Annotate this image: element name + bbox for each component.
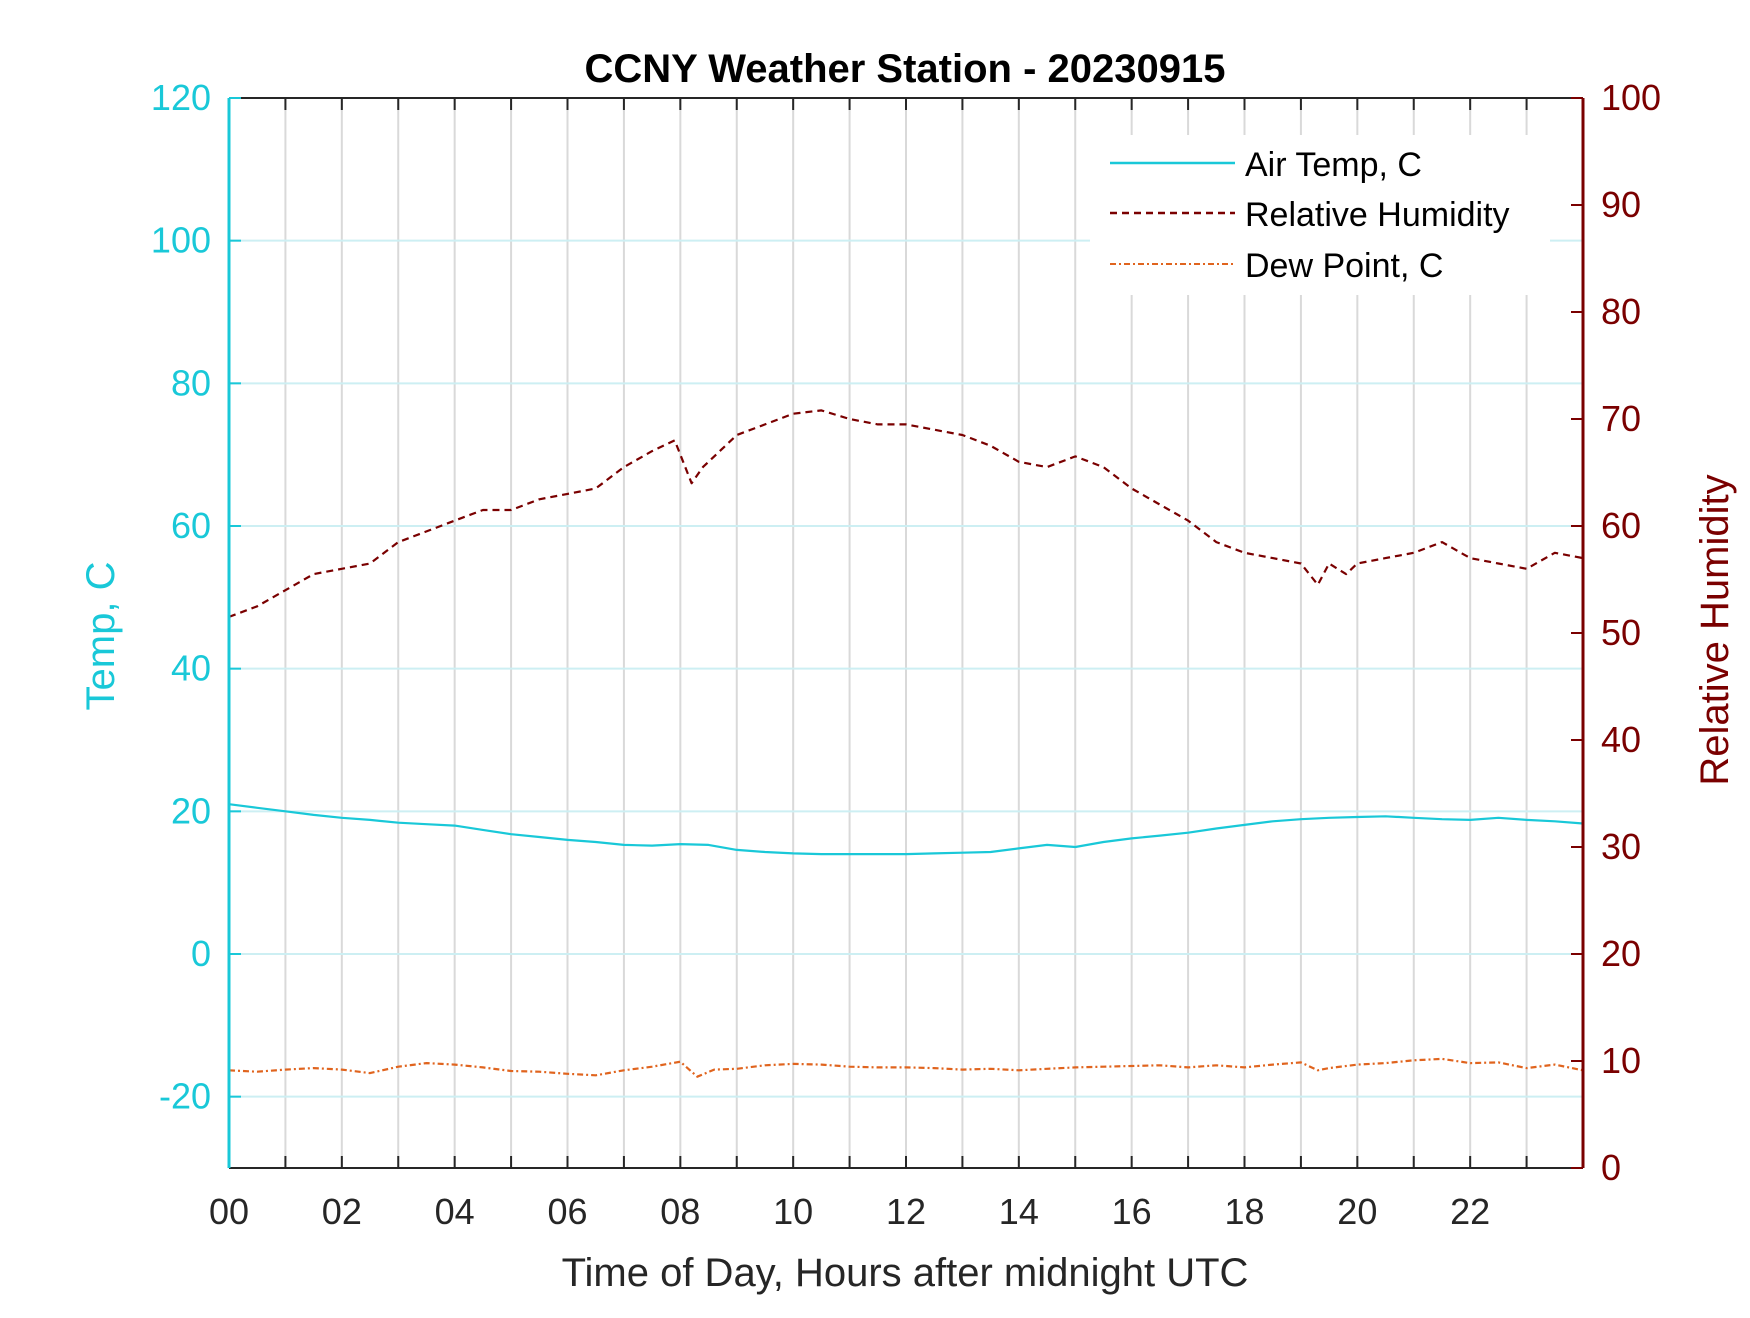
y-left-tick-label: 80 — [171, 362, 211, 403]
ticks-layer: 00 02 04 06 08 10 12 14 16 18 20 22-200204060801001… — [151, 77, 1661, 1232]
y-right-tick-label: 20 — [1601, 933, 1641, 974]
y-left-tick-label: 0 — [191, 933, 211, 974]
legend-label-dew-point: Dew Point, C — [1245, 247, 1443, 285]
grid-layer — [229, 98, 1583, 1168]
y-right-tick-label: 80 — [1601, 291, 1641, 332]
y-right-tick-label: 100 — [1601, 77, 1661, 118]
chart-title: CCNY Weather Station - 20230915 — [585, 47, 1226, 91]
series-air-temp — [228, 803, 1584, 856]
y-left-tick-label: 40 — [171, 648, 211, 689]
y-right-tick-label: 30 — [1601, 826, 1641, 867]
series-dew-point — [228, 1057, 1584, 1078]
legend-label-air-temp: Air Temp, C — [1245, 146, 1422, 184]
x-tick-label: 10 — [773, 1191, 813, 1232]
x-tick-label: 12 — [886, 1191, 926, 1232]
series-relative-humidity — [228, 409, 1584, 618]
x-tick-label: 06 — [547, 1191, 587, 1232]
x-tick-label: 16 — [1112, 1191, 1152, 1232]
x-tick-label: 14 — [999, 1191, 1039, 1232]
y-right-tick-label: 0 — [1601, 1147, 1621, 1188]
legend-label-relative-humidity: Relative Humidity — [1245, 196, 1510, 234]
x-axis-label: Time of Day, Hours after midnight UTC — [562, 1251, 1249, 1295]
y-right-tick-label: 50 — [1601, 612, 1641, 653]
legend-box — [1090, 135, 1550, 295]
y-axis-right-label: Relative Humidity — [1693, 474, 1737, 785]
x-tick-label: 02 — [322, 1191, 362, 1232]
x-tick-label: 08 — [660, 1191, 700, 1232]
y-axis-left-label: Temp, C — [79, 562, 123, 711]
y-left-tick-label: 120 — [151, 77, 211, 118]
x-tick-label: 04 — [435, 1191, 475, 1232]
y-left-tick-label: 60 — [171, 505, 211, 546]
x-tick-label: 18 — [1224, 1191, 1264, 1232]
series-layer — [228, 409, 1584, 1078]
y-left-tick-label: -20 — [159, 1076, 211, 1117]
y-left-tick-label: 20 — [171, 790, 211, 831]
y-right-tick-label: 70 — [1601, 398, 1641, 439]
y-right-tick-label: 60 — [1601, 505, 1641, 546]
y-left-tick-label: 100 — [151, 220, 211, 261]
legend: Air Temp, C Relative Humidity Dew Point,… — [1090, 135, 1550, 295]
y-right-tick-label: 10 — [1601, 1040, 1641, 1081]
y-right-tick-label: 90 — [1601, 184, 1641, 225]
x-tick-label: 22 — [1450, 1191, 1490, 1232]
x-tick-label: 20 — [1337, 1191, 1377, 1232]
y-right-tick-label: 40 — [1601, 719, 1641, 760]
x-tick-label: 00 — [209, 1191, 249, 1232]
